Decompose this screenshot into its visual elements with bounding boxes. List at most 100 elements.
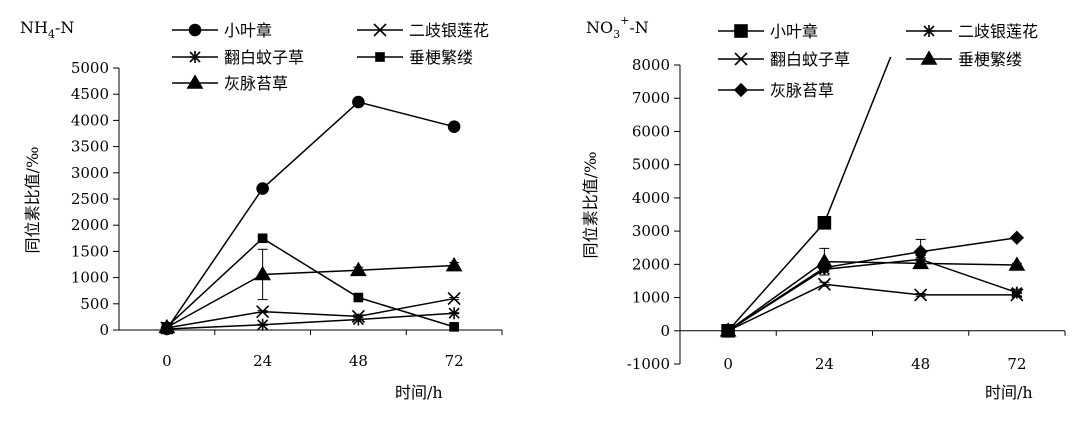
data-point xyxy=(352,313,364,326)
legend-label: 灰脉苔草 xyxy=(770,81,834,100)
legend-item: 灰脉苔草 xyxy=(718,81,834,100)
data-point xyxy=(449,322,459,332)
legend-item: 小叶章 xyxy=(718,22,818,41)
x-tick-label: 0 xyxy=(162,352,172,370)
legend-label: 垂梗繁缕 xyxy=(958,50,1022,69)
x-tick-label: 72 xyxy=(1007,355,1026,373)
legend-marker xyxy=(375,52,385,62)
data-point xyxy=(445,256,463,272)
y-tick-label: 3500 xyxy=(71,138,109,156)
legend-label: 垂梗繁缕 xyxy=(409,48,473,67)
y-tick-label: 7000 xyxy=(632,89,670,107)
data-point xyxy=(447,120,461,133)
y-tick-label: 4000 xyxy=(632,189,670,207)
data-point xyxy=(817,260,832,275)
data-point xyxy=(447,291,461,306)
chart-title-tail: -N xyxy=(55,18,74,37)
y-tick-label: 2000 xyxy=(632,255,670,273)
data-point xyxy=(1009,230,1025,245)
data-point xyxy=(353,292,364,303)
data-point xyxy=(720,323,736,338)
series-4 xyxy=(158,248,463,334)
legend-item: 垂梗繁缕 xyxy=(357,48,473,67)
series-line xyxy=(166,264,455,329)
chart-title-sup: + xyxy=(620,14,629,27)
x-tick-label: 24 xyxy=(815,355,834,373)
data-point xyxy=(257,233,268,244)
y-tick-label: 8000 xyxy=(632,56,670,74)
legend-item: 灰脉苔草 xyxy=(172,74,288,93)
x-axis-title: 时间/h xyxy=(985,383,1033,402)
y-tick-label: 5000 xyxy=(632,156,670,174)
x-tick-label: 72 xyxy=(445,352,464,370)
legend-marker xyxy=(733,82,749,98)
y-tick-label: 2500 xyxy=(71,190,109,208)
series-line xyxy=(727,283,1017,332)
legend-item: 小叶章 xyxy=(172,21,272,40)
y-tick-label: 1000 xyxy=(632,289,670,307)
series-3 xyxy=(719,247,1026,337)
legend-item: 翻白蚊子草 xyxy=(172,48,304,67)
chart-nh4-n: NH4-N05001000150020002500300035004000450… xyxy=(20,18,503,402)
data-point xyxy=(448,307,460,320)
x-tick-label: 48 xyxy=(349,352,368,370)
series-line xyxy=(166,297,455,329)
series-line xyxy=(166,237,455,328)
y-tick-label: 0 xyxy=(660,322,670,340)
series-line xyxy=(166,101,455,330)
legend-marker xyxy=(188,23,202,37)
y-tick-label: 4000 xyxy=(71,111,109,129)
legend-marker xyxy=(373,23,387,37)
legend-marker xyxy=(920,50,938,65)
chart-title: NO3+-N xyxy=(586,14,649,41)
legend-marker xyxy=(923,25,935,37)
legend-label: 二歧银莲花 xyxy=(409,21,489,40)
chart-title: NH4-N xyxy=(20,18,74,41)
y-axis-title: 同位素比值/‰ xyxy=(23,147,42,254)
y-tick-label: 1500 xyxy=(71,242,109,260)
series-4 xyxy=(720,230,1025,338)
y-tick-label: 4500 xyxy=(71,85,109,103)
chart-title-main: NO xyxy=(586,18,613,37)
legend-label: 二歧银莲花 xyxy=(958,22,1038,41)
y-tick-label: 2000 xyxy=(71,216,109,234)
chart-title-sub: 4 xyxy=(48,28,55,41)
chart-title-main: NH xyxy=(20,18,48,37)
legend-item: 二歧银莲花 xyxy=(357,21,489,40)
data-point xyxy=(914,288,928,302)
legend-label: 小叶章 xyxy=(770,22,818,41)
series-0 xyxy=(160,95,461,336)
legend-item: 二歧银莲花 xyxy=(906,22,1038,41)
data-point xyxy=(817,216,832,230)
x-tick-label: 24 xyxy=(253,352,272,370)
y-tick-label: 6000 xyxy=(632,122,670,140)
data-point xyxy=(349,261,367,277)
y-tick-label: 3000 xyxy=(632,222,670,240)
legend-marker xyxy=(734,24,748,38)
legend-label: 灰脉苔草 xyxy=(224,74,288,93)
y-tick-label: 0 xyxy=(99,321,109,339)
series-2 xyxy=(161,307,460,335)
legend-marker xyxy=(734,52,748,66)
x-tick-label: 0 xyxy=(723,355,733,373)
data-point xyxy=(913,244,928,259)
y-tick-label: -1000 xyxy=(627,355,670,373)
data-point xyxy=(1008,256,1026,271)
series-line xyxy=(727,237,1017,332)
data-point xyxy=(256,182,269,195)
y-tick-label: 5000 xyxy=(71,59,109,77)
x-axis-title: 时间/h xyxy=(395,383,443,402)
legend-label: 翻白蚊子草 xyxy=(770,50,850,69)
data-point xyxy=(256,305,270,319)
chart-title-sub: 3 xyxy=(613,28,620,41)
legend-marker xyxy=(189,51,201,63)
chart-no3-n: NO3+-N -1000 0 1000 2000 3000 4000 5000 6000 7000… xyxy=(581,14,1066,402)
data-point xyxy=(1010,288,1024,302)
legend-item: 翻白蚊子草 xyxy=(718,50,850,69)
data-point xyxy=(817,277,831,291)
series-line xyxy=(727,260,1017,332)
data-point xyxy=(352,95,365,109)
data-point xyxy=(257,318,269,331)
series-line xyxy=(166,312,455,330)
